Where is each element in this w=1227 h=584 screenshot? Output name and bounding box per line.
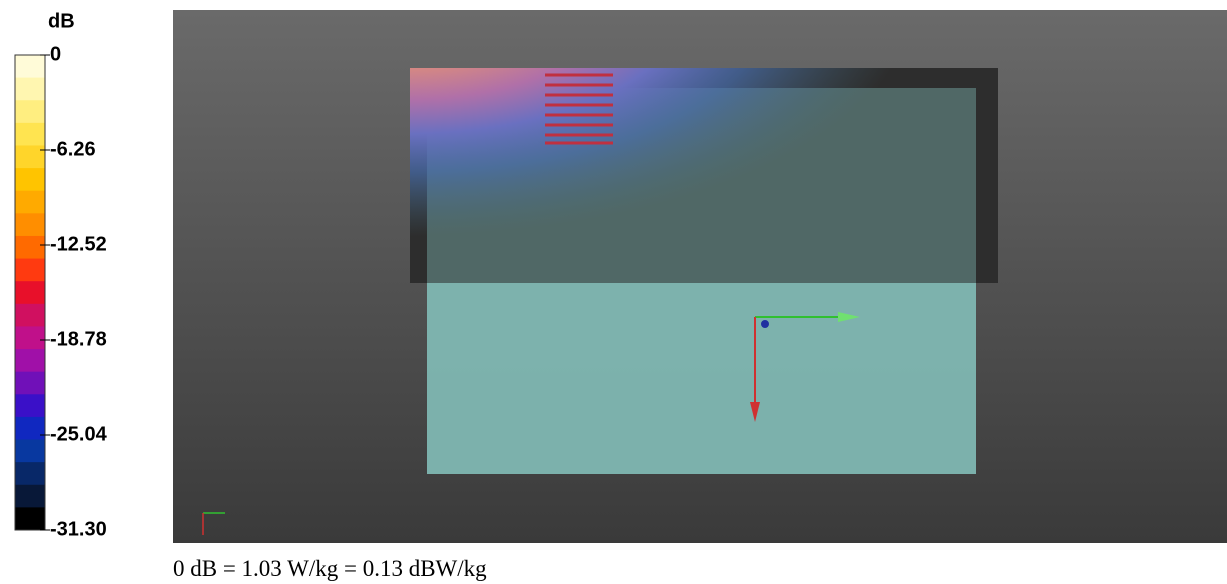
origin xyxy=(761,320,769,328)
colorbar-step xyxy=(15,349,45,372)
colorbar-step xyxy=(15,440,45,463)
colorbar-label: -31.30 xyxy=(50,518,107,540)
colorbar-labels: 0 -6.26 -12.52 -18.78 -25.04 -31.30 xyxy=(40,43,108,540)
colorbar-step xyxy=(15,485,45,508)
colorbar-step xyxy=(15,78,45,101)
colorbar-label: 0 xyxy=(50,43,61,65)
colorbar-step xyxy=(15,394,45,417)
colorbar-steps xyxy=(15,55,45,531)
colorbar-step xyxy=(15,372,45,395)
colorbar-step xyxy=(15,326,45,349)
page: dB 0 -6.26 -12.52 -18.78 -25.04 -31.30 0 dB =… xyxy=(0,0,1227,584)
colorbar-step xyxy=(15,191,45,214)
footer-note: 0 dB = 1.03 W/kg = 0.13 dBW/kg xyxy=(173,556,487,582)
viewport xyxy=(173,10,1227,543)
colorbar-step xyxy=(15,213,45,236)
colorbar-step xyxy=(15,281,45,304)
colorbar-label: -12.52 xyxy=(50,233,107,255)
colorbar-label: -6.26 xyxy=(50,138,96,160)
colorbar-step xyxy=(15,168,45,191)
colorbar-label: -25.04 xyxy=(50,423,108,445)
colorbar-step xyxy=(15,123,45,146)
colorbar-step xyxy=(15,236,45,259)
colorbar-step xyxy=(15,259,45,282)
colorbar-step xyxy=(15,145,45,168)
colorbar-label: -18.78 xyxy=(50,328,107,350)
colorbar-step xyxy=(15,304,45,327)
colorbar-step xyxy=(15,417,45,440)
colorbar-step xyxy=(15,507,45,530)
colorbar-step xyxy=(15,55,45,78)
colorbar-step xyxy=(15,462,45,485)
colorbar-step xyxy=(15,100,45,123)
colorbar-title: dB xyxy=(48,10,75,32)
colorbar: dB 0 -6.26 -12.52 -18.78 -25.04 -31.30 xyxy=(0,0,170,550)
